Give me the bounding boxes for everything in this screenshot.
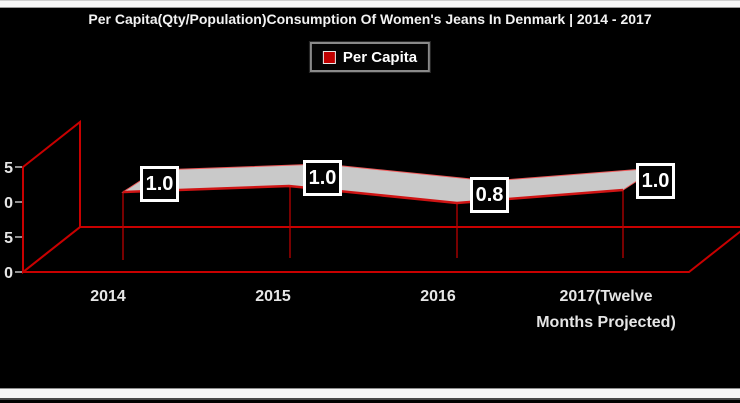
data-label-2017: 1.0 <box>636 163 675 199</box>
bottom-window-strip <box>0 388 740 400</box>
y-tick-label: 5 <box>4 230 13 247</box>
chart-title: Per Capita(Qty/Population)Consumption Of… <box>88 11 652 27</box>
y-tick-label: 0 <box>4 265 13 282</box>
floor-wireframe <box>20 226 740 273</box>
y-axis-labels: 5 0 5 0 <box>4 160 13 282</box>
data-label-2014: 1.0 <box>140 166 179 202</box>
data-label-2015: 1.0 <box>303 160 342 196</box>
y-tick-label: 0 <box>4 195 13 212</box>
legend-marker-icon <box>322 50 336 64</box>
droplines <box>122 186 624 260</box>
x-label-2015: 2015 <box>255 288 291 305</box>
y-tick-label: 5 <box>4 160 13 177</box>
y-axis-ticks <box>15 166 22 273</box>
x-label-2014: 2014 <box>90 288 126 305</box>
data-label-2016: 0.8 <box>470 177 509 213</box>
x-label-2017-line1: 2017(Twelve <box>559 288 652 305</box>
legend: Per Capita <box>308 41 432 73</box>
legend-label: Per Capita <box>342 48 418 66</box>
left-wall-wireframe <box>22 119 81 275</box>
x-axis-labels: 2014 2015 2016 2017(Twelve Months Projec… <box>90 288 676 331</box>
x-label-2016: 2016 <box>420 288 456 305</box>
x-label-2017-line2: Months Projected) <box>536 314 676 331</box>
top-window-strip <box>0 0 740 8</box>
series-front-edge <box>122 184 624 205</box>
